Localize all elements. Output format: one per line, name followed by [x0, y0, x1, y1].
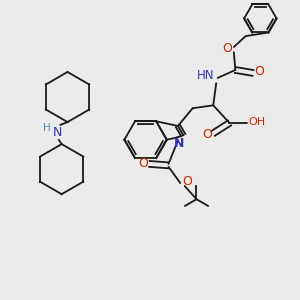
Text: O: O [138, 158, 148, 170]
Text: H: H [43, 123, 51, 133]
Text: O: O [222, 42, 232, 55]
Text: N: N [174, 137, 184, 150]
Text: O: O [182, 175, 192, 188]
Text: HN: HN [197, 69, 214, 82]
Text: OH: OH [249, 116, 266, 127]
Text: N: N [52, 126, 62, 139]
Text: O: O [254, 65, 264, 78]
Text: O: O [202, 128, 212, 141]
